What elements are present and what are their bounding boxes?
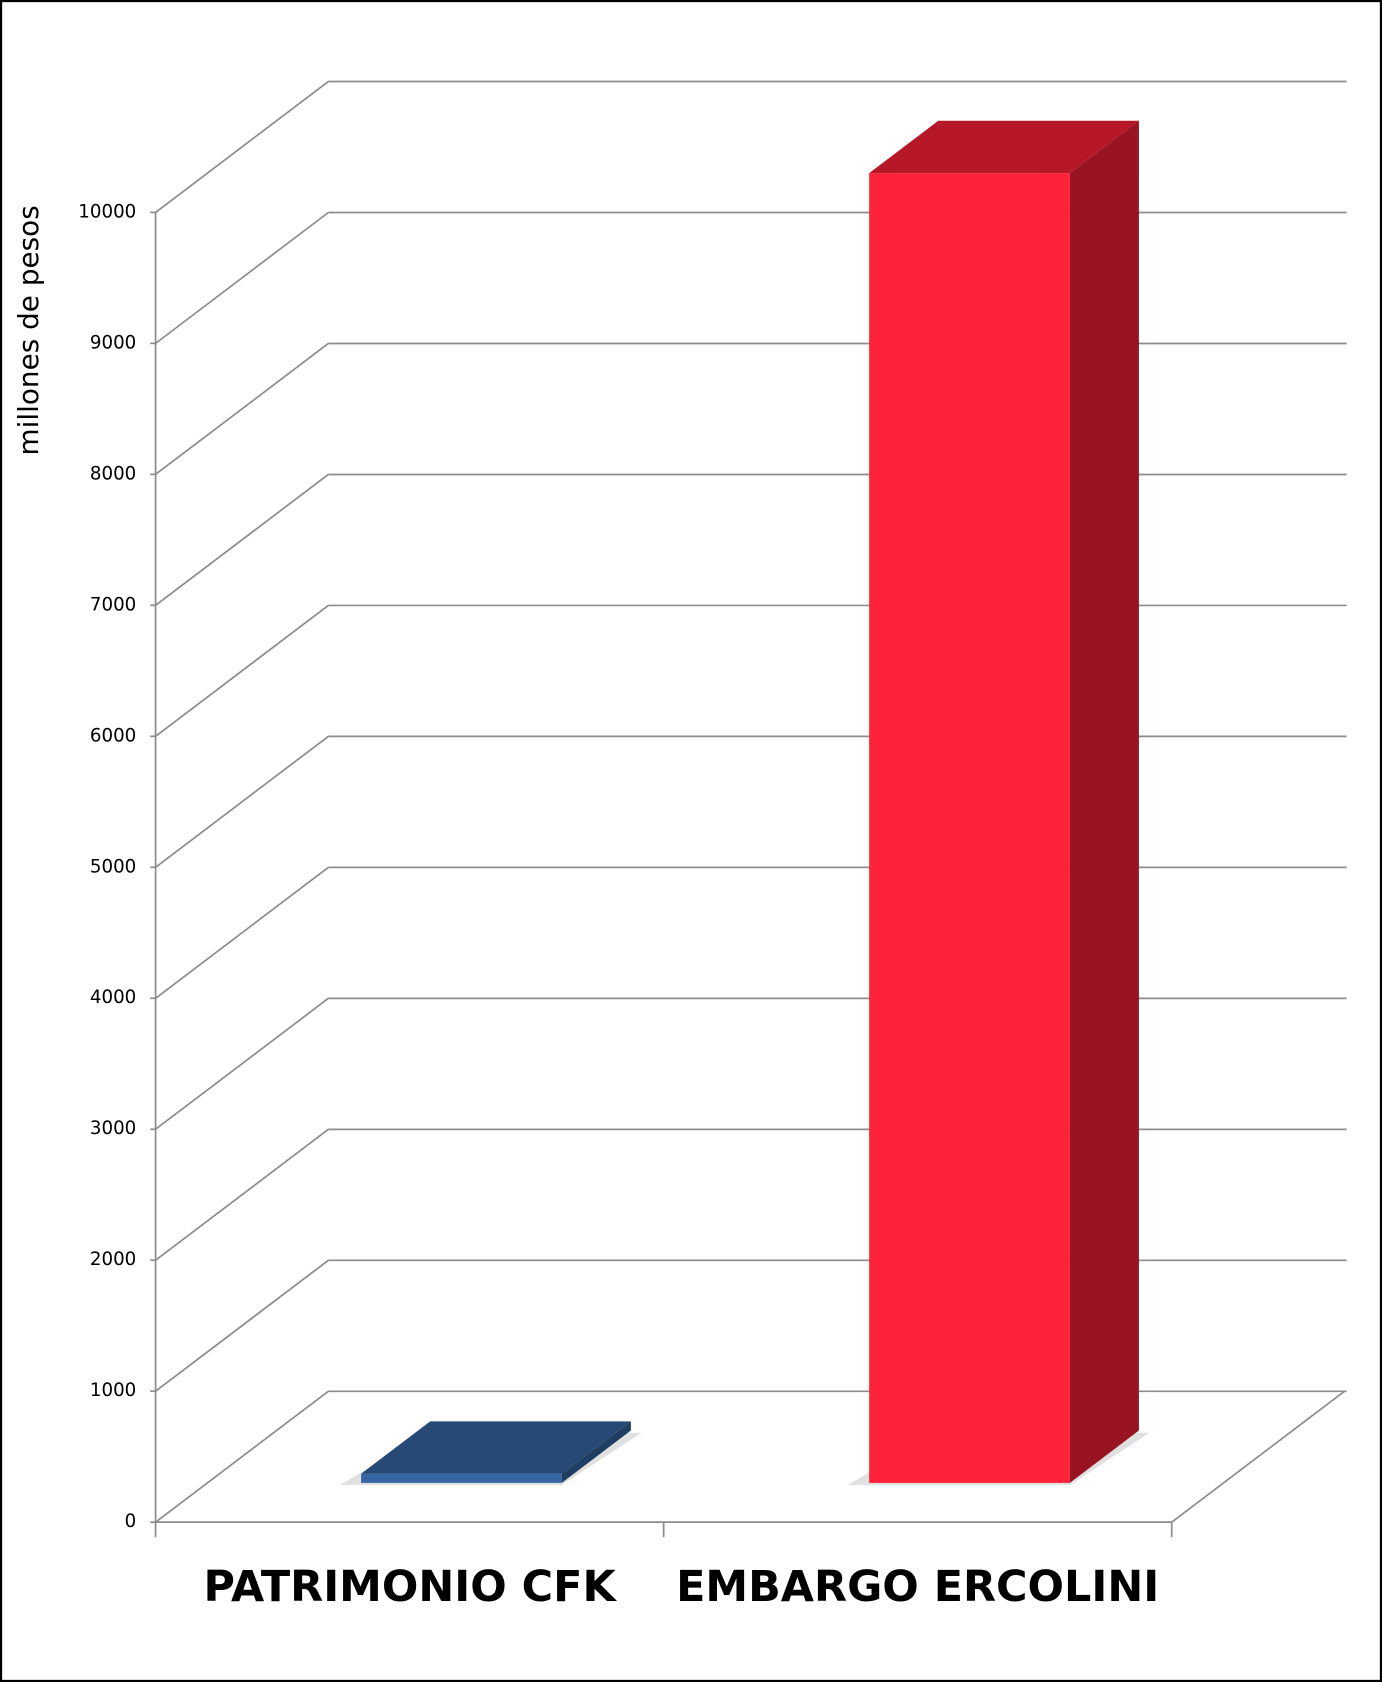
bar-top [361, 1421, 631, 1474]
y-tick-label: 0 [125, 1511, 137, 1532]
grid-line [155, 604, 329, 737]
bar-side [561, 1421, 631, 1483]
y-tick-label: 8000 [90, 463, 136, 484]
y-tick-label: 3000 [90, 1118, 136, 1139]
y-tick-label: 1000 [90, 1380, 136, 1401]
grid-line [155, 473, 329, 607]
grid-line [155, 866, 329, 999]
bar-side [1069, 120, 1139, 1483]
grid-line [155, 1259, 329, 1392]
grid-line [155, 997, 329, 1130]
y-tick-label: 4000 [90, 987, 136, 1008]
grid-line [155, 80, 329, 214]
grid-line [155, 1390, 329, 1523]
y-tick-label: 10000 [78, 201, 136, 222]
bar [361, 1473, 562, 1483]
bar [869, 173, 1070, 1483]
y-tick-label: 9000 [90, 332, 136, 353]
y-tick-label: 6000 [90, 725, 136, 746]
grid-line [155, 342, 329, 476]
y-tick-label: 7000 [90, 594, 136, 615]
grid-line [155, 211, 329, 345]
x-tick-label: PATRIMONIO CFK [204, 1562, 618, 1612]
floor-edge [1171, 1390, 1345, 1523]
grid-line [155, 1128, 329, 1261]
grid-line [155, 735, 329, 868]
bar-top [869, 120, 1139, 174]
x-tick-label: EMBARGO ERCOLINI [676, 1562, 1159, 1612]
y-axis-label: millones de pesos [12, 205, 45, 455]
y-tick-label: 2000 [90, 1249, 136, 1270]
y-tick-label: 5000 [90, 856, 136, 877]
